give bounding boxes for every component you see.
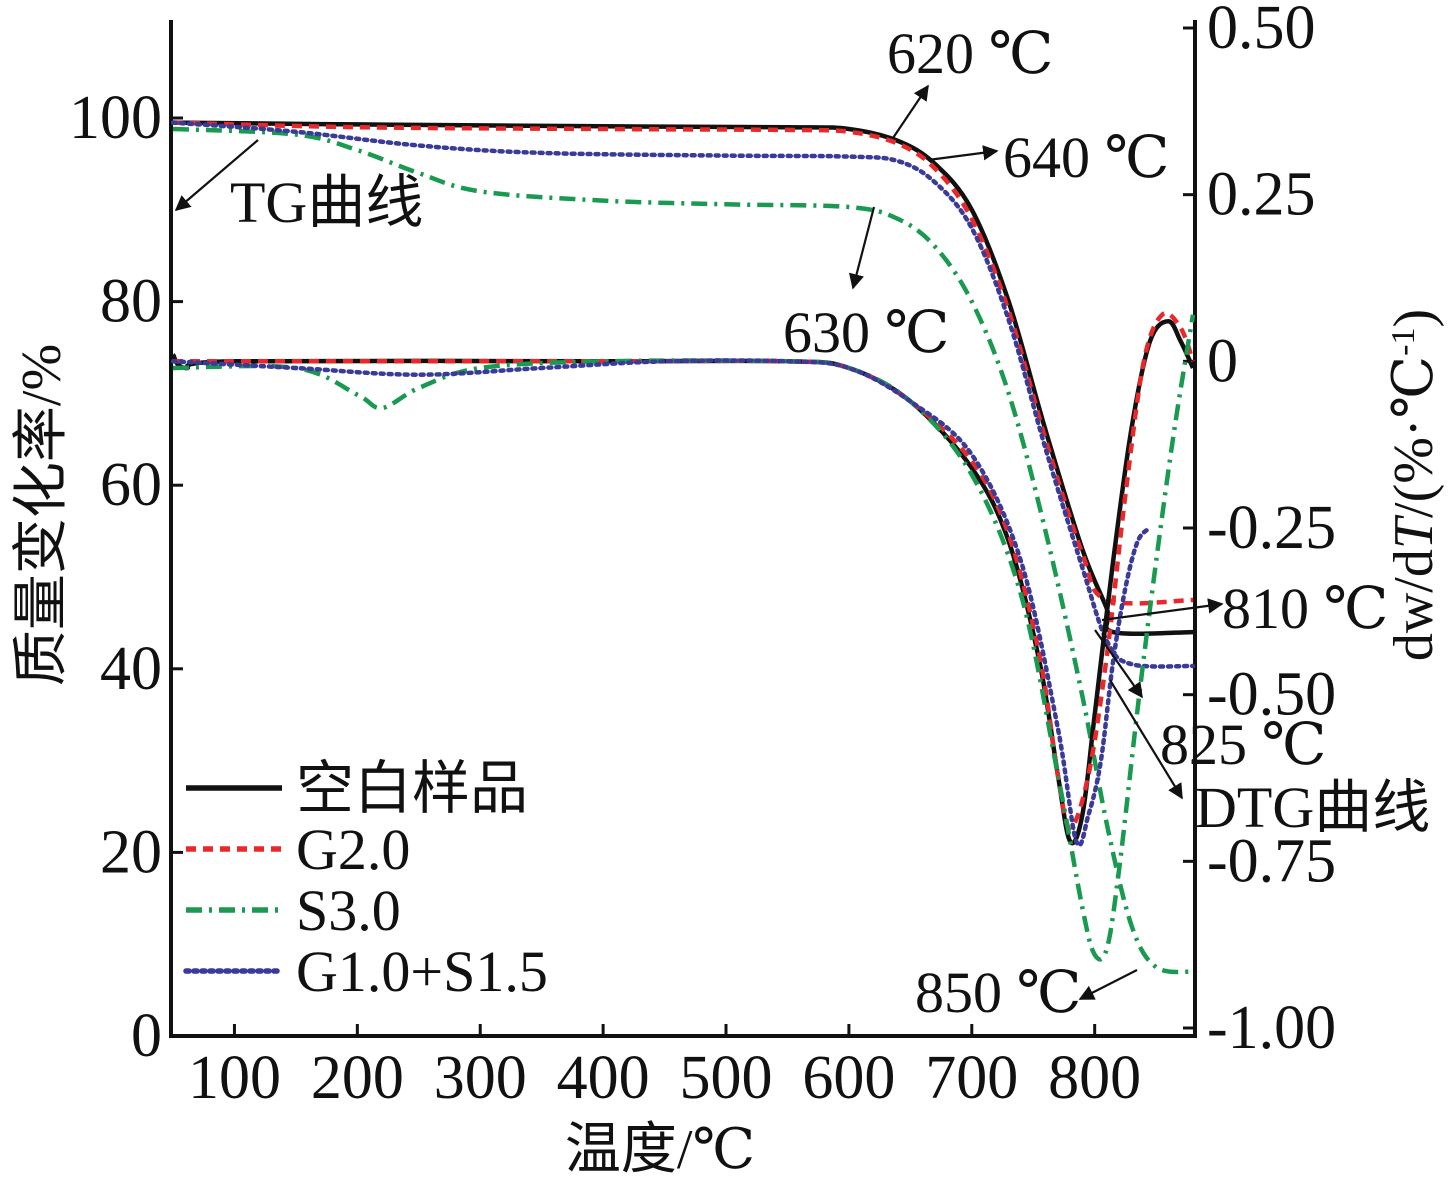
x-tick-label-600: 600 [802, 1044, 895, 1112]
x-tick-label-100: 100 [188, 1044, 281, 1112]
y-right-tick-label-4: -0.50 [1207, 661, 1336, 729]
y-right-tick-label-3: -0.25 [1207, 494, 1336, 562]
right-title-part-4: -1 [1385, 328, 1422, 356]
x-tick-label-500: 500 [680, 1044, 773, 1112]
dtg-curve-s3-0 [172, 314, 1196, 962]
legend-label-0: 空白样品 [296, 756, 528, 821]
tg-curve-s3-0 [172, 126, 1194, 975]
annotation-630: 630 ℃ [783, 300, 949, 365]
annotation-850: 850 ℃ [915, 960, 1081, 1025]
y-left-tick-label-0: 0 [131, 1002, 162, 1070]
x-tick-label-700: 700 [925, 1044, 1018, 1112]
y-left-tick-label-20: 20 [100, 818, 162, 886]
y-left-tick-label-100: 100 [69, 84, 162, 152]
y-right-tick-label-1: 0.25 [1207, 161, 1316, 229]
x-tick-label-800: 800 [1048, 1044, 1141, 1112]
arrow-620 [892, 84, 929, 139]
dtg-curve-g2-0 [173, 311, 1196, 831]
arrow-630 [849, 206, 876, 290]
arrow-dtg-label [1109, 679, 1183, 800]
y-axis-right-title: dw/dT/(%·℃-1) [1383, 309, 1445, 661]
annotation-640: 640 ℃ [1003, 125, 1169, 190]
legend-label-3: G1.0+S1.5 [296, 939, 548, 1004]
y-axis-left-title: 质量变化率/% [11, 344, 73, 686]
annotation-825: 825 ℃ [1160, 712, 1326, 777]
tg-curve-g1-0-s1-5 [171, 120, 1196, 669]
data-curves [171, 120, 1196, 975]
tg-curve-g2-0 [172, 120, 1194, 606]
arrow-850 [1078, 969, 1138, 1000]
dtg-curve-label: DTG曲线 [1195, 775, 1430, 840]
tg-curve-label: TG曲线 [230, 170, 423, 235]
arrow-810 [1101, 598, 1224, 622]
arrow-825 [1094, 629, 1143, 699]
arrow-640 [927, 145, 999, 162]
legend-label-2: S3.0 [296, 878, 401, 943]
right-title-part-1: dw/d [1383, 549, 1445, 661]
dtg-curve-g1-0-s1-5 [171, 358, 1153, 848]
y-right-tick-label-0: 0.50 [1207, 0, 1316, 62]
x-tick-label-400: 400 [557, 1044, 650, 1112]
annotation-810: 810 ℃ [1222, 576, 1388, 641]
y-left-tick-label-60: 60 [100, 451, 162, 519]
y-left-tick-label-80: 80 [100, 268, 162, 336]
y-right-tick-label-2: 0 [1207, 327, 1238, 395]
arrow-tg-label [174, 139, 259, 211]
legend-label-1: G2.0 [296, 817, 410, 882]
annotation-620: 620 ℃ [887, 21, 1053, 86]
tg-curve-空白样品 [172, 120, 1194, 637]
x-tick-label-200: 200 [311, 1044, 404, 1112]
y-right-tick-label-5: -0.75 [1207, 827, 1336, 895]
axis-ticks: 100 200 300 400 500 600 700 800 0 20 40 60 80 100 0.50… [69, 0, 1336, 1112]
right-title-part-3: /(%·℃ [1383, 356, 1445, 518]
right-title-part-5: ) [1383, 309, 1445, 328]
x-tick-label-300: 300 [434, 1044, 527, 1112]
x-axis-title: 温度/℃ [565, 1119, 755, 1181]
y-right-tick-label-6: -1.00 [1207, 994, 1336, 1062]
right-title-part-2: T [1383, 514, 1445, 549]
annotation-arrows [174, 84, 1224, 1000]
y-left-tick-label-40: 40 [100, 635, 162, 703]
